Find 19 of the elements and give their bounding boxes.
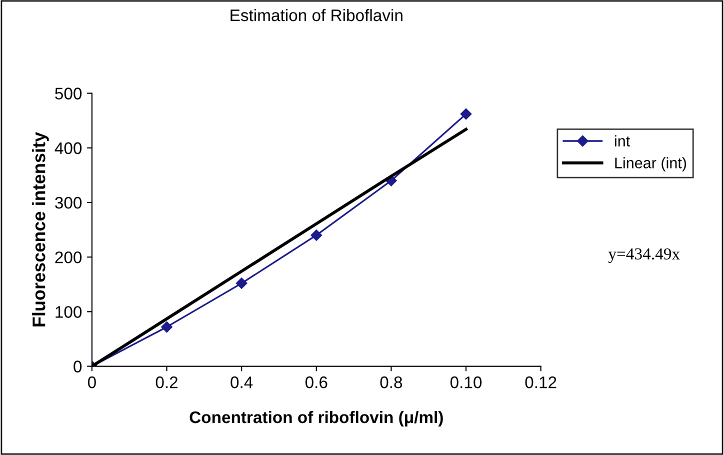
x-tick-label: 0.10	[450, 376, 482, 388]
y-axis-title: Fluorescence intensity	[32, 132, 49, 326]
chart-title: Estimation of Riboflavin	[230, 8, 402, 22]
y-tick-label: 0	[74, 360, 82, 372]
x-tick-label: 0.4	[230, 376, 253, 388]
x-tick-label: 0.6	[305, 376, 328, 388]
x-tick-label: 0.2	[156, 376, 178, 388]
legend-label: int	[614, 135, 630, 146]
y-tick-label: 200	[55, 251, 82, 264]
y-tick-label: 100	[56, 306, 82, 318]
text: y=434.49x	[608, 248, 680, 263]
x-tick-label: 0.12	[525, 376, 556, 388]
legend-label: Linear (int)	[615, 157, 686, 172]
y-tick-label: 400	[54, 142, 82, 154]
x-axis-title: Conentration of riboflovin (μ/ml)	[190, 410, 443, 427]
x-tick-label: 0.8	[380, 376, 402, 388]
y-tick-label: 300	[55, 196, 82, 209]
y-tick-label: 500	[55, 88, 82, 100]
x-tick-label: 0	[88, 376, 96, 388]
